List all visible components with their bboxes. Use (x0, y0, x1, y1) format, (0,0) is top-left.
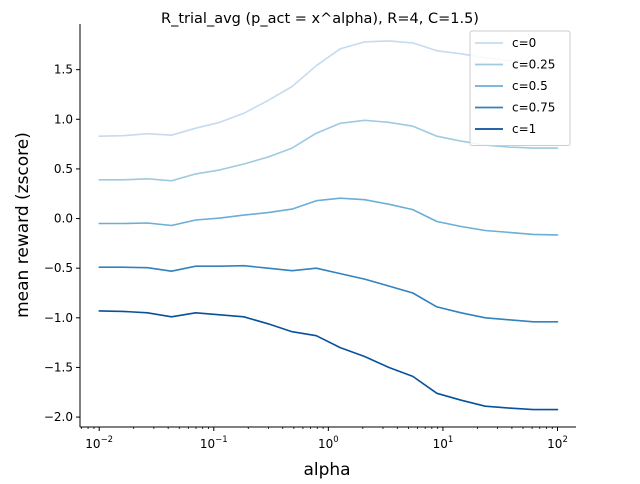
series-line-2 (98, 197, 559, 236)
y-tick-label: −0.5 (44, 261, 73, 275)
y-axis-title: mean reward (zscore) (13, 132, 33, 318)
x-ticks: 10−2 10−1 100 101 102 (81, 427, 568, 451)
series-line-4 (98, 310, 559, 411)
x-tick-label: 101 (433, 435, 454, 451)
legend-entry-label: c=0.5 (512, 79, 548, 93)
series-line-3 (98, 264, 559, 323)
legend: c=0 c=0.25 c=0.5 c=0.75 c=1 (469, 30, 571, 146)
y-tick-label: 1.0 (54, 112, 73, 126)
x-tick-label: 10−1 (200, 435, 228, 451)
x-axis-title: alpha (303, 460, 350, 480)
x-tick-label: 102 (547, 435, 568, 451)
legend-entry-label: c=0 (512, 36, 536, 50)
y-tick-label: −1.5 (44, 360, 73, 374)
y-tick-label: 0.5 (54, 162, 73, 176)
chart-title: R_trial_avg (p_act = x^alpha), R=4, C=1.… (161, 11, 479, 27)
legend-entry-label: c=1 (512, 122, 536, 136)
y-tick-label: 0.0 (54, 212, 73, 226)
x-tick-label: 100 (318, 435, 339, 451)
legend-entry-label: c=0.75 (512, 101, 555, 115)
y-tick-label: −2.0 (44, 410, 73, 424)
x-tick-label: 10−2 (85, 435, 113, 451)
y-ticks: 1.5 1.0 0.5 0.0 −0.5 −1.0 −1.5 −2.0 (44, 63, 80, 424)
y-tick-label: −1.0 (44, 311, 73, 325)
legend-box (469, 30, 571, 146)
y-tick-label: 1.5 (54, 63, 73, 77)
legend-entry-label: c=0.25 (512, 58, 555, 72)
